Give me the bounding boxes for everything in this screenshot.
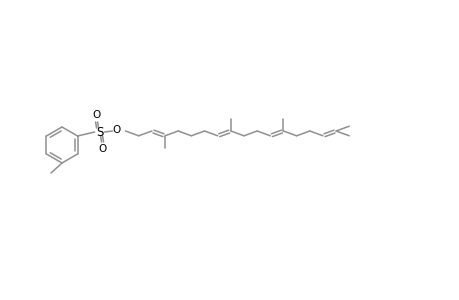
Text: O: O (98, 144, 106, 154)
Text: O: O (92, 110, 101, 120)
Text: O: O (112, 125, 120, 135)
Text: S: S (95, 125, 103, 139)
